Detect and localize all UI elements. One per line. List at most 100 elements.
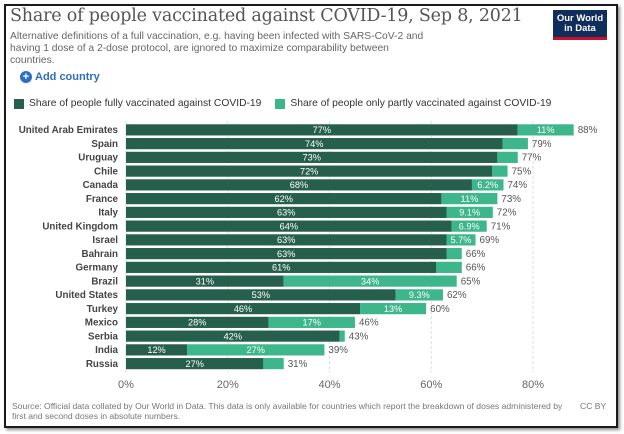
country-label: Germany <box>76 263 119 274</box>
country-label: Chile <box>94 166 119 177</box>
bar-partly <box>451 220 487 232</box>
country-label: Russia <box>86 359 119 370</box>
bar-label-fully: 53% <box>252 290 270 300</box>
bar-fully <box>126 316 269 328</box>
bar-fully <box>126 220 452 232</box>
bar-partly <box>268 316 355 328</box>
bar-fully <box>126 261 437 273</box>
bar-label-partly: 9.1% <box>459 208 480 218</box>
bar-total-label: 39% <box>328 345 348 356</box>
bar-fully <box>126 151 498 163</box>
bar-fully <box>126 358 264 370</box>
logo-line-2: in Data <box>564 23 596 34</box>
country-label: Israel <box>92 235 118 246</box>
bar-partly <box>187 344 325 356</box>
chart-title: Share of people vaccinated against COVID… <box>10 6 523 26</box>
bar-fully <box>126 124 518 136</box>
bar-partly <box>471 179 504 191</box>
add-country-button[interactable]: + Add country <box>20 71 100 83</box>
bar-total-label: 72% <box>497 208 517 219</box>
bar-label-fully: 42% <box>224 331 242 341</box>
bar-partly <box>339 330 345 342</box>
country-label: Mexico <box>85 318 118 329</box>
license-label: CC BY <box>580 401 607 411</box>
add-country-label: Add country <box>35 71 100 83</box>
country-label: United Kingdom <box>42 221 118 232</box>
bar-label-partly: 6.9% <box>459 221 480 231</box>
bar-partly <box>395 289 443 301</box>
bar-partly <box>446 234 476 246</box>
x-tick-label: 80% <box>522 379 544 391</box>
country-label: India <box>95 345 118 356</box>
bar-label-partly: 5.7% <box>451 235 472 245</box>
bar-total-label: 77% <box>522 153 542 164</box>
country-label: Serbia <box>88 331 119 342</box>
bar-fully <box>126 193 442 205</box>
bar-label-fully: 27% <box>185 359 203 369</box>
bar-label-partly: 11% <box>461 194 479 204</box>
country-label: Spain <box>91 139 118 150</box>
x-tick-label: 40% <box>318 379 340 391</box>
bar-total-label: 66% <box>466 249 486 260</box>
legend-label-fully: Share of people fully vaccinated against… <box>29 98 262 109</box>
x-tick-label: 0% <box>118 379 134 391</box>
x-tick-label: 20% <box>217 379 239 391</box>
legend-item-partly[interactable]: Share of people only partly vaccinated a… <box>275 98 551 109</box>
bar-fully <box>126 234 447 246</box>
bar-label-fully: 31% <box>196 276 214 286</box>
bar-total-label: 62% <box>447 290 467 301</box>
source-note: Source: Official data collated by Our Wo… <box>12 401 563 421</box>
bar-fully <box>126 289 396 301</box>
bar-total-label: 60% <box>430 304 450 315</box>
bar-label-partly: 34% <box>361 276 379 286</box>
bar-label-fully: 46% <box>234 304 252 314</box>
bar-label-fully: 72% <box>300 166 318 176</box>
country-label: France <box>86 194 119 205</box>
bar-total-label: 75% <box>512 166 532 177</box>
bar-fully <box>126 303 361 315</box>
bar-total-label: 66% <box>466 263 486 274</box>
bar-label-fully: 68% <box>290 180 308 190</box>
bar-label-fully: 63% <box>277 208 295 218</box>
bar-label-fully: 28% <box>188 318 206 328</box>
bar-label-fully: 64% <box>280 221 298 231</box>
bar-label-partly: 6.2% <box>477 180 498 190</box>
bar-fully <box>126 330 340 342</box>
bar-label-partly: 27% <box>247 345 265 355</box>
bar-total-label: 79% <box>532 139 552 150</box>
bar-fully <box>126 138 503 150</box>
bar-partly <box>360 303 427 315</box>
bar-total-label: 46% <box>359 318 379 329</box>
legend-item-fully[interactable]: Share of people fully vaccinated against… <box>14 98 261 109</box>
bar-total-label: 88% <box>578 125 598 136</box>
country-label: Italy <box>98 208 118 219</box>
country-label: United States <box>55 290 118 301</box>
bar-total-label: 69% <box>480 235 500 246</box>
bar-total-label: 31% <box>288 359 308 370</box>
bar-label-fully: 12% <box>147 345 165 355</box>
bar-partly <box>502 138 528 150</box>
bar-total-label: 43% <box>349 331 369 342</box>
bar-total-label: 74% <box>507 180 527 191</box>
bar-partly <box>441 193 498 205</box>
legend-swatch-fully <box>14 98 24 109</box>
bar-fully <box>126 179 472 191</box>
bar-partly <box>446 248 462 260</box>
bar-total-label: 73% <box>501 194 521 205</box>
x-tick-label: 60% <box>420 379 442 391</box>
bar-fully <box>126 275 284 287</box>
bar-fully <box>126 248 447 260</box>
bar-fully <box>126 206 447 218</box>
country-label: Canada <box>83 180 119 191</box>
bar-partly <box>283 275 457 287</box>
bar-total-label: 65% <box>461 276 481 287</box>
bar-partly <box>263 358 284 370</box>
owid-logo[interactable]: Our World in Data <box>553 10 607 40</box>
chart-subtitle: Alternative definitions of a full vaccin… <box>10 31 424 66</box>
legend-label-partly: Share of people only partly vaccinated a… <box>290 98 552 109</box>
bar-label-fully: 63% <box>277 235 295 245</box>
bar-partly <box>497 151 518 163</box>
bar-label-partly: 13% <box>384 304 402 314</box>
bar-label-partly: 11% <box>537 125 555 135</box>
